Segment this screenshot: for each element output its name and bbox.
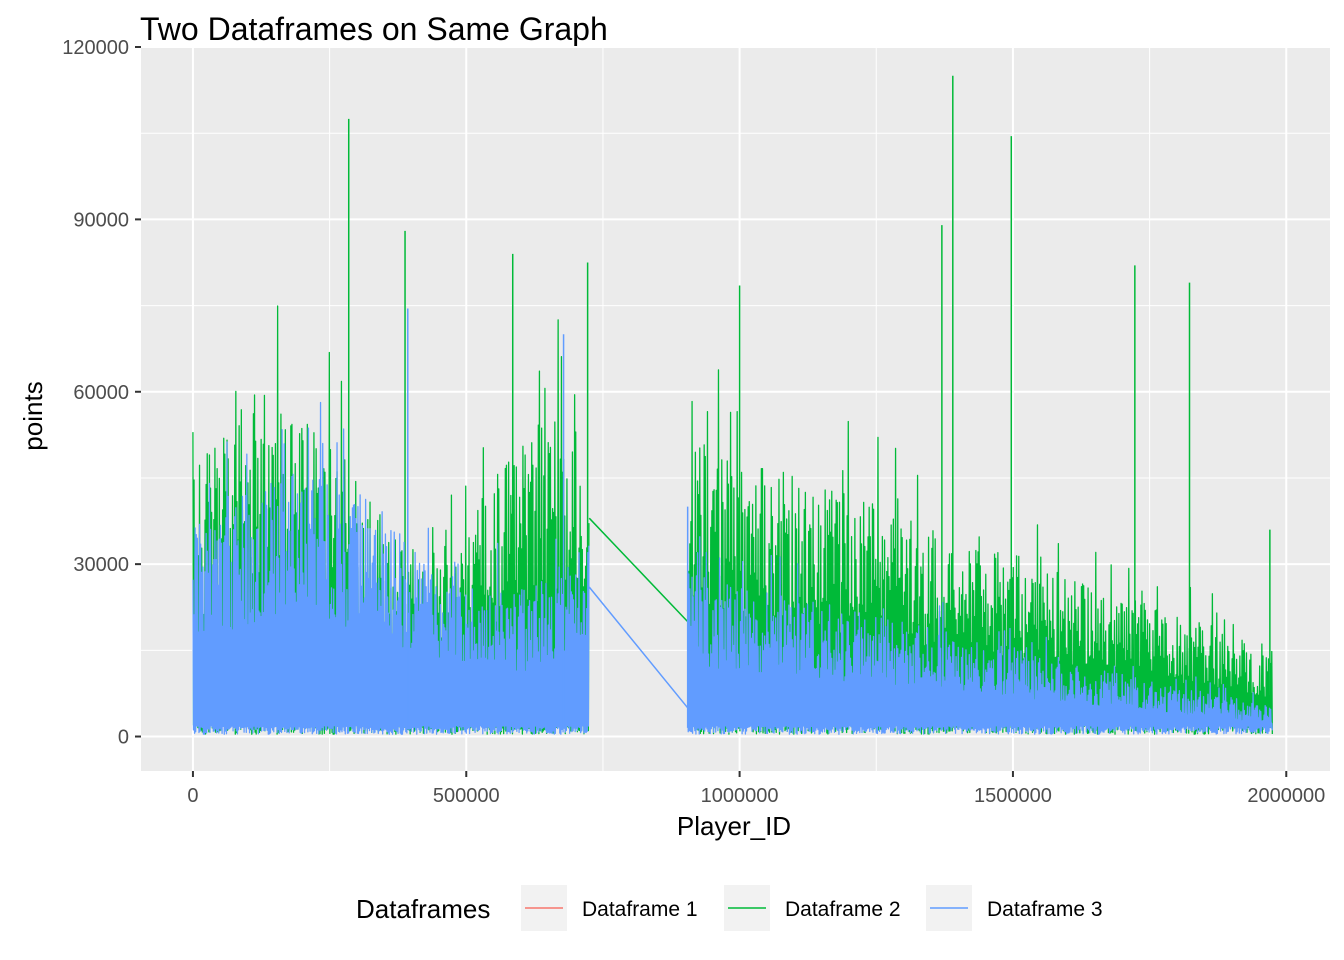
legend-entry-label: Dataframe 3 bbox=[987, 898, 1103, 921]
y-tick-label: 0 bbox=[118, 727, 129, 749]
dataframe-3-line bbox=[687, 536, 1273, 735]
x-axis-title: Player_ID bbox=[677, 811, 791, 841]
chart-title: Two Dataframes on Same Graph bbox=[140, 11, 608, 47]
minor-gridlines bbox=[141, 47, 1330, 771]
x-tick-label: 1000000 bbox=[701, 785, 779, 807]
plot-panel bbox=[141, 46, 1330, 771]
legend: Dataframes Dataframe 1 Dataframe 2 Datafra… bbox=[356, 885, 1103, 931]
x-tick-label: 1500000 bbox=[974, 785, 1052, 807]
dataframe-3-line bbox=[192, 401, 590, 735]
series-layer bbox=[192, 75, 1273, 735]
x-tick-label: 0 bbox=[187, 785, 198, 807]
y-tick-label: 30000 bbox=[73, 554, 129, 576]
y-axis-title: points bbox=[18, 381, 48, 450]
legend-entry-label: Dataframe 2 bbox=[785, 898, 901, 921]
legend-entry-label: Dataframe 1 bbox=[582, 898, 698, 921]
y-tick-label: 90000 bbox=[73, 209, 129, 231]
y-tick-label: 120000 bbox=[62, 37, 129, 59]
y-tick-label: 60000 bbox=[73, 382, 129, 404]
x-tick-label: 500000 bbox=[433, 785, 500, 807]
legend-title: Dataframes bbox=[356, 894, 490, 924]
dataframe-3-gap-segment bbox=[588, 586, 689, 709]
y-axis: 0 30000 60000 90000 120000 bbox=[62, 37, 141, 749]
x-tick-label: 2000000 bbox=[1247, 785, 1325, 807]
dataframe-2-gap-segment bbox=[588, 517, 689, 623]
x-axis: 0 500000 1000000 1500000 2000000 bbox=[187, 771, 1325, 807]
